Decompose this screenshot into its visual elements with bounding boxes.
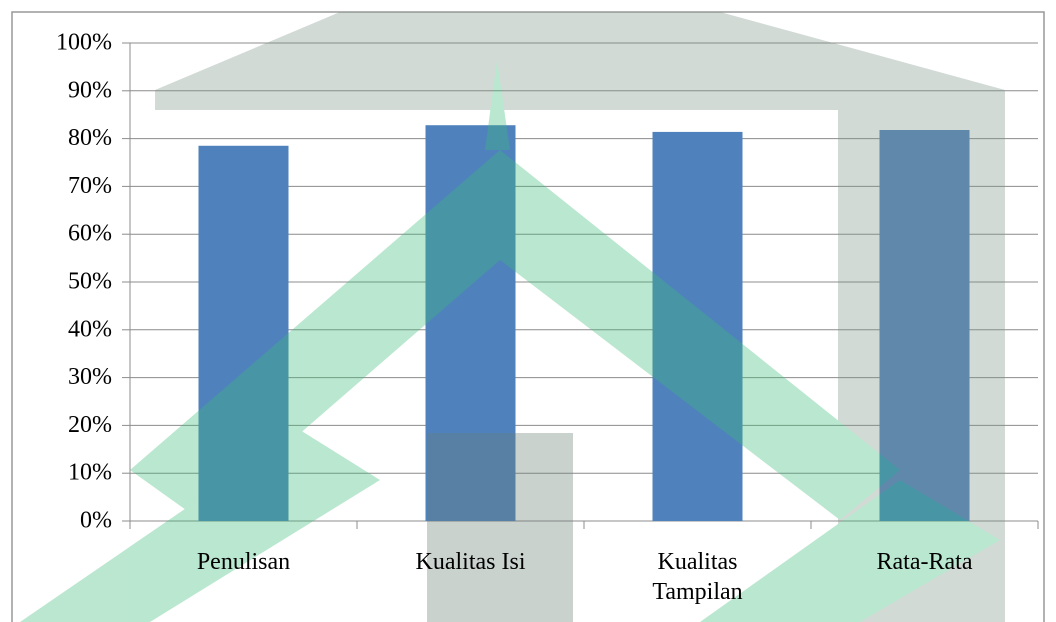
chart-border [11, 11, 1045, 622]
y-tick-label: 100% [56, 30, 112, 56]
y-tick-label: 80% [68, 125, 112, 151]
watermark-stripe [20, 430, 380, 622]
x-tick-label: Kualitas Tampilan [652, 549, 743, 605]
y-tick-label: 30% [68, 364, 112, 390]
watermark-stripe [700, 480, 1000, 622]
y-tick-label: 60% [68, 221, 112, 247]
y-tick-label: 40% [68, 316, 112, 342]
watermark [20, 12, 1005, 622]
x-tick-label: Rata-Rata [876, 549, 973, 575]
bar [652, 131, 743, 521]
y-tick-label: 90% [68, 77, 112, 103]
bar [425, 125, 516, 521]
watermark-frame [155, 12, 1005, 622]
y-tick-label: 70% [68, 173, 112, 199]
watermark-chevron [130, 150, 900, 520]
y-tick-label: 20% [68, 412, 112, 438]
x-tick-label: Penulisan [196, 549, 291, 575]
y-tick-label: 50% [68, 269, 112, 295]
x-tick-label: Kualitas Isi [415, 549, 526, 575]
bar [879, 129, 970, 521]
watermark-spire [485, 60, 510, 150]
y-tick-label: 10% [68, 460, 112, 486]
plot-area: 0% 10% 20% 30% 40% 50% 60% 70% 80% 90% 100% [56, 30, 1039, 534]
watermark-pillar [427, 433, 573, 622]
bar [198, 145, 289, 521]
y-tick-label: 0% [80, 508, 112, 534]
